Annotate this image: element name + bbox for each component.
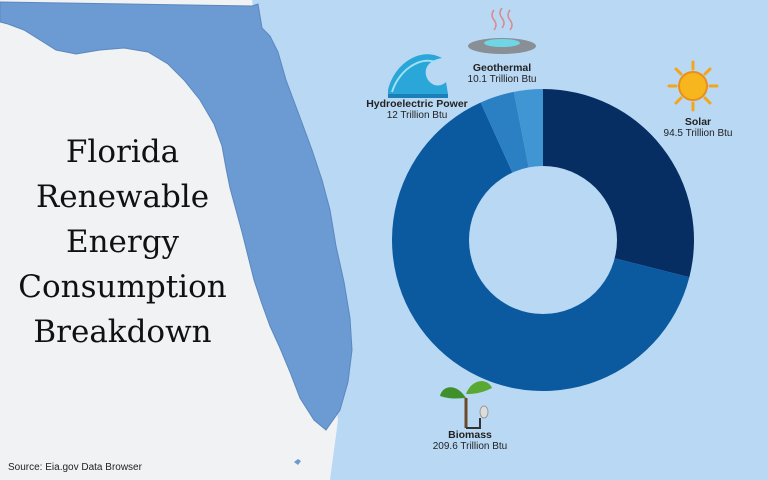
- label-geothermal: Geothermal 10.1 Trillion Btu: [452, 62, 552, 85]
- source-note: Source: Eia.gov Data Browser: [8, 462, 142, 473]
- label-hydroelectric: Hydroelectric Power 12 Trillion Btu: [352, 98, 482, 121]
- florida-key: [294, 459, 301, 465]
- slice-value: 94.5 Trillion Btu: [663, 128, 733, 139]
- geothermal-icon: [468, 7, 536, 54]
- label-solar: Solar 94.5 Trillion Btu: [643, 116, 753, 139]
- title-line: Florida: [65, 134, 180, 170]
- donut-hole: [469, 166, 617, 314]
- title-line: Energy: [65, 224, 180, 260]
- plant-icon: [440, 381, 492, 429]
- title-line: Renewable: [35, 179, 210, 215]
- slice-name: Solar: [684, 116, 712, 128]
- chart-title: Florida Renewable Energy Consumption Bre…: [0, 130, 245, 355]
- slice-name: Geothermal: [472, 62, 532, 74]
- florida-map: [0, 1, 353, 431]
- title-line: Consumption: [18, 269, 227, 305]
- slice-value: 12 Trillion Btu: [386, 110, 448, 121]
- wave-icon: [388, 54, 448, 98]
- sun-icon: [667, 60, 719, 112]
- slice-name: Biomass: [448, 429, 492, 441]
- label-biomass: Biomass 209.6 Trillion Btu: [410, 429, 530, 452]
- donut-chart: [392, 89, 694, 391]
- title-line: Breakdown: [33, 314, 212, 350]
- slice-value: 209.6 Trillion Btu: [432, 441, 508, 452]
- slice-name: Hydroelectric Power: [366, 98, 468, 110]
- slice-value: 10.1 Trillion Btu: [467, 74, 537, 85]
